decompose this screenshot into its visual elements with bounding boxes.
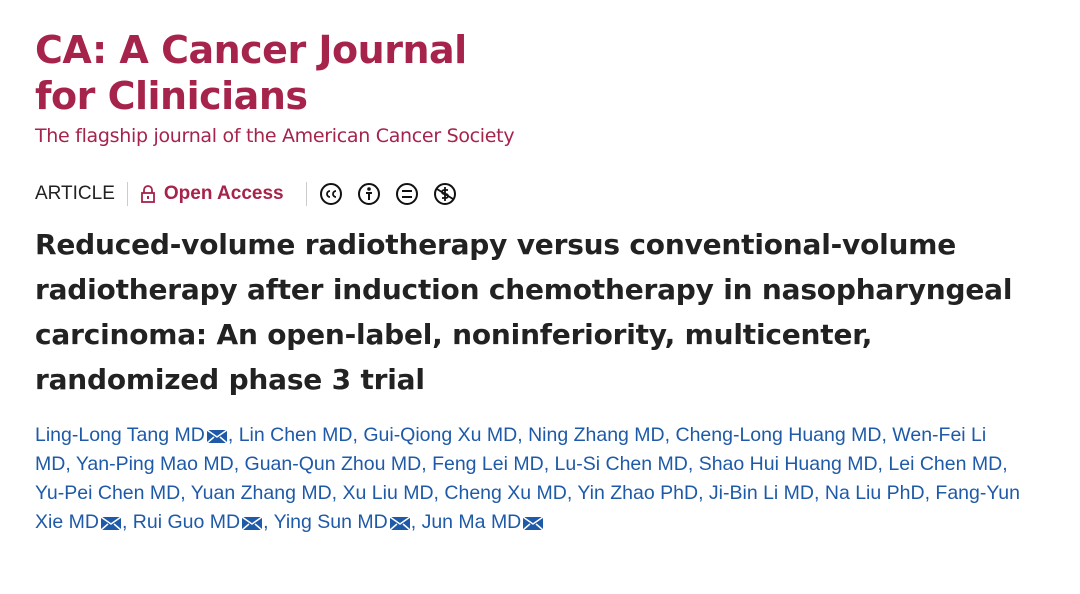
author-name[interactable]: Yan-Ping Mao MD	[75, 453, 234, 475]
author-name[interactable]: Cheng Xu MD	[444, 482, 567, 504]
separator: ,	[698, 482, 704, 504]
author-entry: Shao Hui Huang MD,	[699, 453, 883, 475]
journal-tagline: The flagship journal of the American Can…	[35, 125, 515, 147]
separator: ,	[331, 482, 338, 504]
author-name[interactable]: Ning Zhang MD	[528, 424, 665, 446]
author-name[interactable]: Guan-Qun Zhou MD	[244, 453, 422, 475]
author-name[interactable]: Shao Hui Huang MD	[698, 453, 878, 475]
author-entry: Ling-Long Tang MD,	[35, 424, 233, 446]
author-name[interactable]: Na Liu PhD	[824, 482, 925, 504]
separator: ,	[227, 424, 234, 446]
article-meta: ARTICLE Open Access	[35, 180, 459, 208]
author-entry: Lin Chen MD,	[239, 424, 358, 446]
author-entry: Guan-Qun Zhou MD,	[245, 453, 427, 475]
separator: ,	[877, 453, 883, 475]
separator: ,	[65, 453, 71, 475]
author-entry: Ying Sun MD,	[274, 511, 417, 533]
author-list: Ling-Long Tang MD, Lin Chen MD, Gui-Qion…	[35, 421, 1025, 537]
separator: ,	[352, 424, 358, 446]
author-name[interactable]: Lin Chen MD	[238, 424, 353, 446]
separator: ,	[687, 453, 694, 475]
email-icon[interactable]	[522, 515, 544, 531]
author-entry: Cheng Xu MD,	[444, 482, 572, 504]
author-name[interactable]: Wen-Fei Li MD	[35, 424, 987, 475]
separator: ,	[517, 424, 523, 446]
separator: ,	[233, 453, 240, 475]
author-name[interactable]: Ji-Bin Li MD	[708, 482, 815, 504]
author-name[interactable]: Yin Zhao PhD	[577, 482, 699, 504]
email-icon[interactable]	[389, 515, 411, 531]
author-entry: Yu-Pei Chen MD,	[35, 482, 186, 504]
author-name[interactable]: Gui-Qiong Xu MD	[363, 424, 518, 446]
author-entry: Gui-Qiong Xu MD,	[363, 424, 522, 446]
license-icons[interactable]	[319, 181, 459, 207]
journal-title[interactable]: CA: A Cancer Journal	[35, 28, 467, 72]
author-entry: Rui Guo MD,	[133, 511, 269, 533]
author-entry: Yin Zhao PhD,	[577, 482, 703, 504]
separator: ,	[664, 424, 671, 446]
divider	[305, 182, 307, 206]
author-entry: Xu Liu MD,	[343, 482, 439, 504]
author-entry: Ji-Bin Li MD,	[709, 482, 820, 504]
author-name[interactable]: Ying Sun MD	[273, 511, 388, 533]
author-name[interactable]: Rui Guo MD	[132, 511, 241, 533]
author-entry: Lu-Si Chen MD,	[555, 453, 694, 475]
separator: ,	[1002, 453, 1008, 475]
author-entry: Ning Zhang MD,	[528, 424, 670, 446]
author-name[interactable]: Ling-Long Tang MD	[35, 424, 205, 446]
author-name[interactable]: Yu-Pei Chen MD	[35, 482, 181, 504]
author-entry: Lei Chen MD,	[888, 453, 1007, 475]
author-name[interactable]: Lu-Si Chen MD	[554, 453, 688, 475]
separator: ,	[421, 453, 427, 475]
author-entry: Wen-Fei Li MD,	[35, 424, 986, 475]
author-name[interactable]: Fang-Yun Xie MD	[35, 482, 1020, 533]
separator: ,	[121, 511, 128, 533]
separator: ,	[543, 453, 550, 475]
separator: ,	[924, 482, 930, 504]
author-entry: Na Liu PhD,	[825, 482, 930, 504]
author-entry: Feng Lei MD,	[432, 453, 549, 475]
author-name[interactable]: Feng Lei MD	[432, 453, 544, 475]
article-title: Reduced-volume radiotherapy versus conve…	[35, 228, 1013, 396]
email-icon[interactable]	[100, 515, 122, 531]
email-icon[interactable]	[241, 515, 263, 531]
separator: ,	[263, 511, 269, 533]
lock-icon	[141, 185, 155, 203]
author-name[interactable]: Cheng-Long Huang MD	[675, 424, 882, 446]
author-entry: Yuan Zhang MD,	[191, 482, 337, 504]
separator: ,	[814, 482, 820, 504]
journal-title[interactable]: for Clinicians	[35, 74, 308, 118]
author-entry: Yan-Ping Mao MD,	[76, 453, 239, 475]
author-name[interactable]: Jun Ma MD	[421, 511, 522, 533]
article-type: ARTICLE	[35, 183, 115, 204]
separator: ,	[433, 482, 439, 504]
email-icon[interactable]	[206, 428, 228, 444]
divider	[126, 182, 128, 206]
author-name[interactable]: Lei Chen MD	[888, 453, 1003, 475]
separator: ,	[410, 511, 417, 533]
author-entry: Cheng-Long Huang MD,	[675, 424, 886, 446]
separator: ,	[180, 482, 186, 504]
separator: ,	[566, 482, 573, 504]
author-name[interactable]: Yuan Zhang MD	[190, 482, 332, 504]
author-entry: Jun Ma MD	[422, 511, 545, 533]
author-name[interactable]: Xu Liu MD	[342, 482, 434, 504]
author-entry: Fang-Yun Xie MD,	[35, 482, 1020, 533]
open-access[interactable]: Open Access	[163, 183, 284, 204]
separator: ,	[881, 424, 887, 446]
